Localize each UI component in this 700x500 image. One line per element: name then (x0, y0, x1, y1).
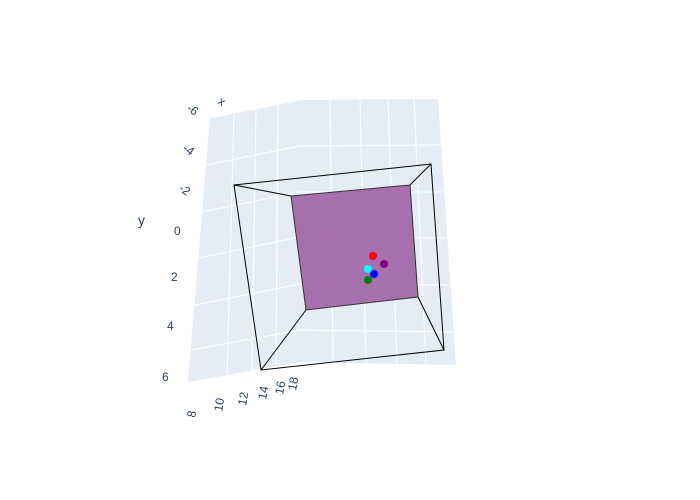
y-tick-label: 4 (167, 319, 174, 333)
scatter-points (364, 252, 388, 284)
mesh-face (290, 184, 419, 311)
back-wall-left (188, 100, 300, 382)
z-axis-ticks: x (215, 94, 228, 109)
y-tick-label: 2 (171, 270, 178, 284)
x-tick-label: 8 (184, 409, 199, 418)
y-tick-label: -2 (176, 181, 193, 199)
x-tick-label: 10 (211, 397, 227, 413)
y-tick-label: 0 (174, 224, 181, 238)
x-tick-label: 14 (255, 385, 271, 401)
data-point (364, 265, 372, 273)
y-tick-label: -6 (184, 101, 201, 119)
data-point (380, 260, 388, 268)
x-tick-label: 16 (272, 380, 288, 396)
data-point (370, 270, 378, 278)
x-tick-label: 18 (285, 376, 301, 392)
y-tick-label: -4 (180, 141, 197, 159)
data-point (364, 276, 372, 284)
z-tick-label: x (215, 94, 228, 109)
wireframe-box (233, 163, 445, 371)
x-tick-label: 12 (235, 391, 251, 407)
y-tick-label: 6 (162, 370, 169, 384)
data-point (369, 252, 377, 260)
y-axis-title: y (138, 212, 145, 228)
